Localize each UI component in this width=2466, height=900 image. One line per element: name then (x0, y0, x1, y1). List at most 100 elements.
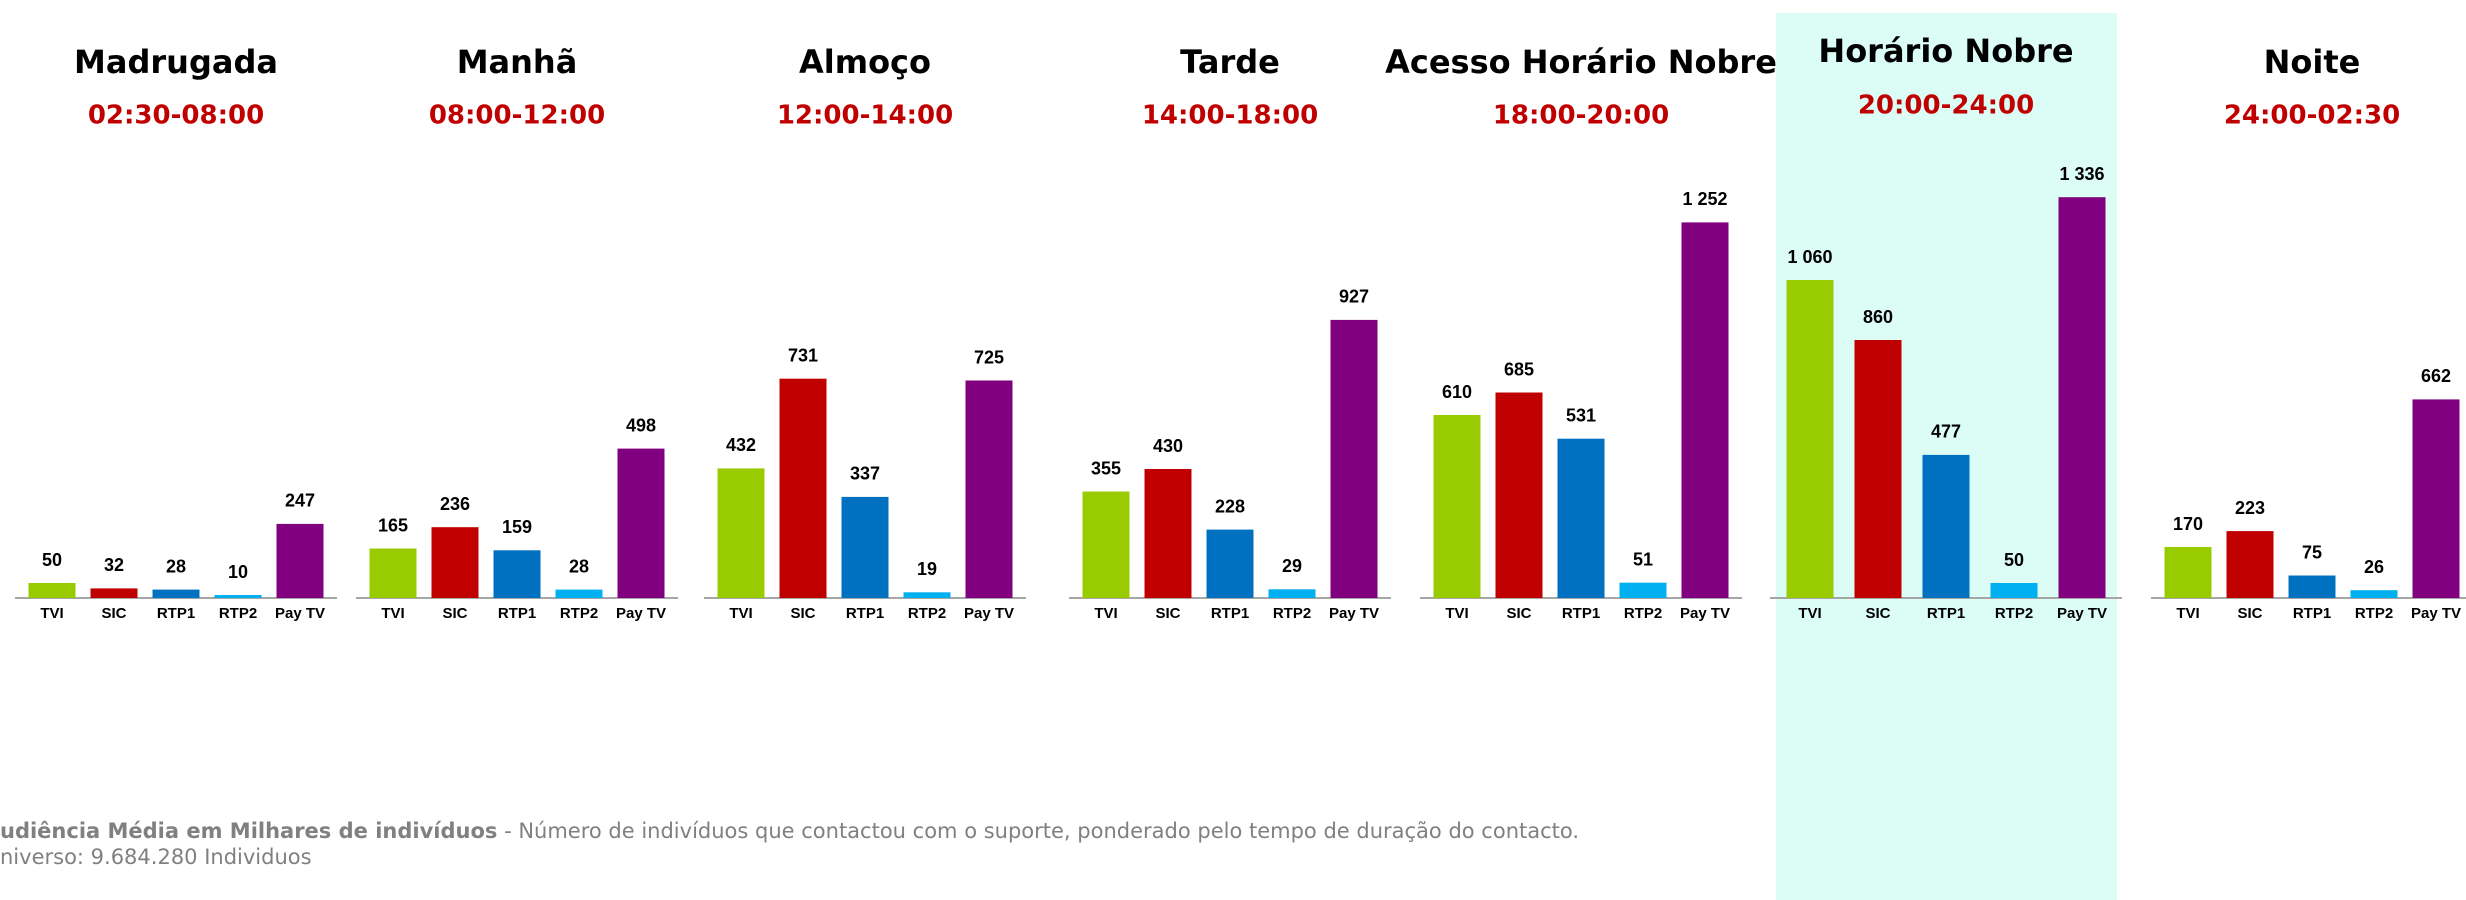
bar (2164, 547, 2212, 598)
value-label: 28 (166, 556, 186, 576)
value-label: 50 (2004, 550, 2024, 570)
bar (276, 523, 324, 598)
bar (617, 448, 665, 598)
value-label: 28 (569, 556, 589, 576)
category-label: Pay TV (1329, 605, 1379, 622)
category-label: SIC (442, 605, 467, 622)
bar (1922, 454, 1970, 598)
bar (431, 527, 479, 598)
category-label: SIC (101, 605, 126, 622)
category-label: TVI (40, 605, 63, 622)
bar (1786, 280, 1834, 598)
footnote-text: - Número de indivíduos que contactou com… (497, 819, 1579, 843)
bar (1990, 583, 2038, 598)
value-label: 498 (626, 415, 656, 435)
category-label: Pay TV (2057, 605, 2107, 622)
bar (493, 550, 541, 598)
category-label: SIC (790, 605, 815, 622)
bar (841, 496, 889, 598)
category-label: TVI (1798, 605, 1821, 622)
category-label: RTP1 (2293, 605, 2331, 622)
category-label: RTP2 (1624, 605, 1662, 622)
bar (903, 592, 951, 598)
category-label: SIC (2237, 605, 2262, 622)
panel-title: Horário Nobre (1818, 32, 2073, 70)
category-label: RTP1 (1927, 605, 1965, 622)
bar (717, 468, 765, 598)
value-label: 170 (2173, 514, 2203, 534)
footnote-bold: udiência Média em Milhares de indivíduos (0, 819, 497, 843)
category-label: RTP2 (1273, 605, 1311, 622)
value-label: 223 (2235, 498, 2265, 518)
category-label: RTP2 (219, 605, 257, 622)
bar (1206, 529, 1254, 598)
bar (779, 378, 827, 598)
value-label: 50 (42, 550, 62, 570)
value-label: 725 (974, 347, 1004, 367)
panel-title: Acesso Horário Nobre (1385, 43, 1777, 81)
bar (1681, 222, 1729, 598)
value-label: 1 060 (1787, 247, 1832, 267)
value-label: 860 (1863, 307, 1893, 327)
bar (1854, 340, 1902, 598)
category-label: RTP1 (157, 605, 195, 622)
value-label: 927 (1339, 287, 1369, 307)
category-label: RTP1 (1211, 605, 1249, 622)
category-label: TVI (729, 605, 752, 622)
bar (2350, 590, 2398, 598)
bar (1082, 491, 1130, 598)
bar (1619, 582, 1667, 598)
category-label: RTP2 (908, 605, 946, 622)
value-label: 32 (104, 555, 124, 575)
category-label: Pay TV (2411, 605, 2461, 622)
bar (555, 589, 603, 598)
value-label: 247 (285, 491, 315, 511)
panel-subtitle: 12:00-14:00 (777, 101, 953, 131)
value-label: 685 (1504, 359, 1534, 379)
bar (1557, 438, 1605, 598)
bar (28, 583, 76, 598)
panel-title: Almoço (799, 43, 931, 81)
bar (2412, 399, 2460, 598)
bar (2288, 575, 2336, 598)
bar (152, 589, 200, 598)
panel-subtitle: 02:30-08:00 (88, 101, 264, 131)
value-label: 75 (2302, 542, 2322, 562)
panel-title: Madrugada (74, 43, 278, 81)
value-label: 337 (850, 464, 880, 484)
panel-title: Tarde (1180, 43, 1280, 81)
value-label: 531 (1566, 405, 1596, 425)
category-label: Pay TV (275, 605, 325, 622)
category-label: SIC (1865, 605, 1890, 622)
category-label: RTP1 (498, 605, 536, 622)
bar (1144, 469, 1192, 598)
value-label: 662 (2421, 366, 2451, 386)
bar (1433, 415, 1481, 598)
value-label: 51 (1633, 549, 1653, 569)
bar (1268, 589, 1316, 598)
bar (90, 588, 138, 598)
panel-title: Noite (2264, 43, 2361, 81)
panel-subtitle: 24:00-02:30 (2224, 101, 2400, 131)
category-label: TVI (1094, 605, 1117, 622)
category-label: TVI (1445, 605, 1468, 622)
value-label: 430 (1153, 436, 1183, 456)
value-label: 228 (1215, 496, 1245, 516)
category-label: RTP2 (1995, 605, 2033, 622)
value-label: 1 252 (1682, 189, 1727, 209)
footnote: udiência Média em Milhares de indivíduos… (0, 819, 1579, 843)
bar (1330, 319, 1378, 598)
value-label: 26 (2364, 557, 2384, 577)
value-label: 19 (917, 559, 937, 579)
bar (369, 548, 417, 598)
value-label: 432 (726, 435, 756, 455)
category-label: Pay TV (1680, 605, 1730, 622)
value-label: 165 (378, 515, 408, 535)
bar (2058, 197, 2106, 598)
bar (1495, 392, 1543, 598)
category-label: SIC (1155, 605, 1180, 622)
footnote-universe: niverso: 9.684.280 Individuos (0, 845, 312, 869)
panel-subtitle: 14:00-18:00 (1142, 101, 1318, 131)
value-label: 731 (788, 345, 818, 365)
